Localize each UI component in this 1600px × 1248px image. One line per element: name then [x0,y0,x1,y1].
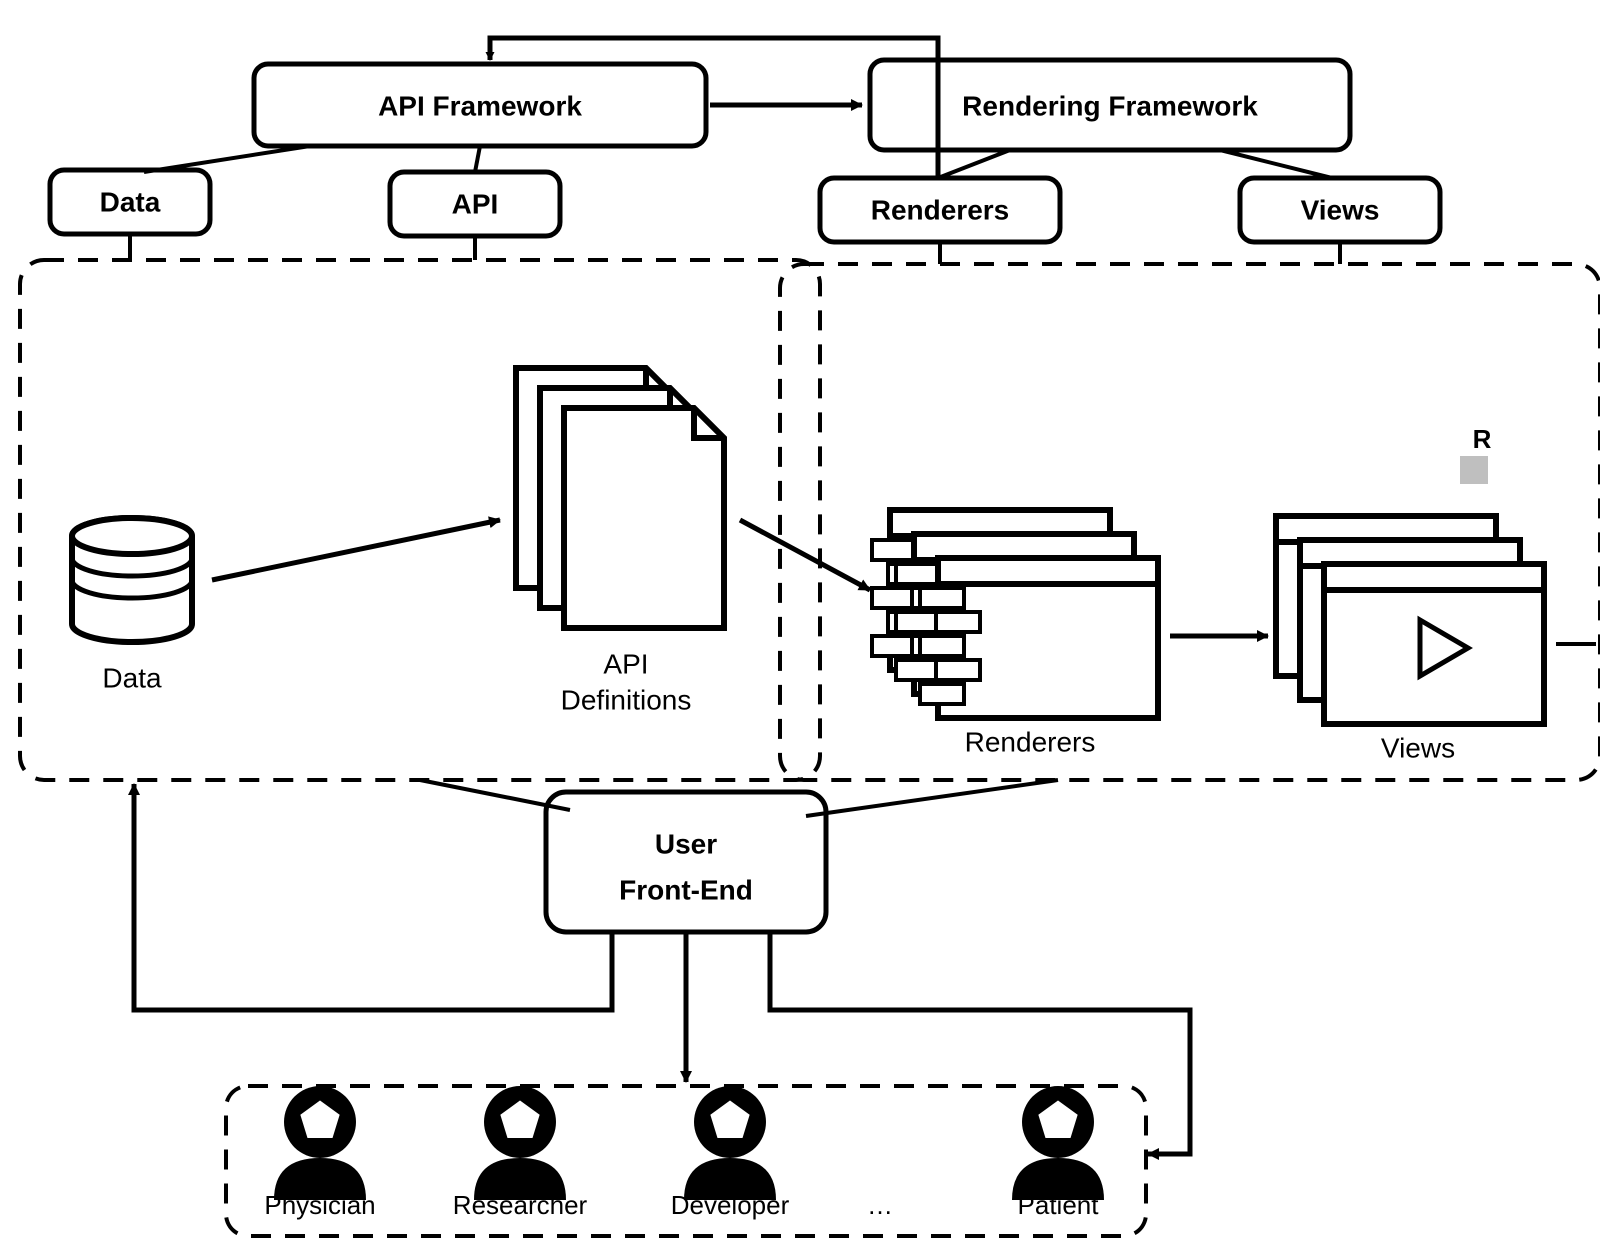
rendering-framework-label: Rendering Framework [962,90,1258,121]
data-col-label: Data [102,662,162,693]
user-icon [274,1086,366,1200]
user-label: Patient [1018,1190,1100,1220]
data-box: Data [50,170,210,234]
user-icon [474,1086,566,1200]
arrow-api-to-renderers [740,520,870,590]
connector-left-to-frontend [420,780,570,810]
user-frontend-box: User Front-End [546,792,826,932]
views-icon [1276,516,1544,724]
user-icon [1012,1086,1104,1200]
renderers-box-label: Renderers [871,194,1010,225]
views-small-badge: R [1460,424,1492,484]
renderers-box: Renderers [820,178,1060,242]
connector-rendering-to-views [1220,150,1332,178]
user-frontend-label-1: User [655,828,717,859]
user-frontend-label-2: Front-End [619,874,753,905]
user-label: Physician [264,1190,375,1220]
views-col-label: Views [1381,732,1455,763]
views-box-label: Views [1301,194,1380,225]
views-small-label: R [1473,424,1492,454]
renderers-icon [872,510,1158,718]
connector-right-to-frontend [806,780,1058,816]
arrow-frontend-to-users-right [770,932,1190,1154]
api-framework-box: API Framework [254,64,706,146]
arrow-frontend-to-data [134,784,612,1010]
api-col-label-1: API [603,648,648,679]
database-icon [72,518,192,642]
connector-api-framework-to-data [144,146,310,172]
user-ellipsis: … [867,1190,893,1220]
documents-icon [516,368,724,628]
data-box-label: Data [100,186,161,217]
api-col-label-2: Definitions [561,684,692,715]
arrow-data-to-api [212,520,500,580]
connector-rendering-to-renderers [938,150,1010,178]
rendering-framework-box: Rendering Framework [870,60,1350,150]
user-label: Developer [671,1190,790,1220]
user-icon [684,1086,776,1200]
views-box: Views [1240,178,1440,242]
connector-api-framework-to-api [475,146,480,172]
renderers-col-label: Renderers [965,726,1096,757]
api-box: API [390,172,560,236]
api-box-label: API [452,188,499,219]
user-label: Researcher [453,1190,588,1220]
api-framework-label: API Framework [378,90,582,121]
